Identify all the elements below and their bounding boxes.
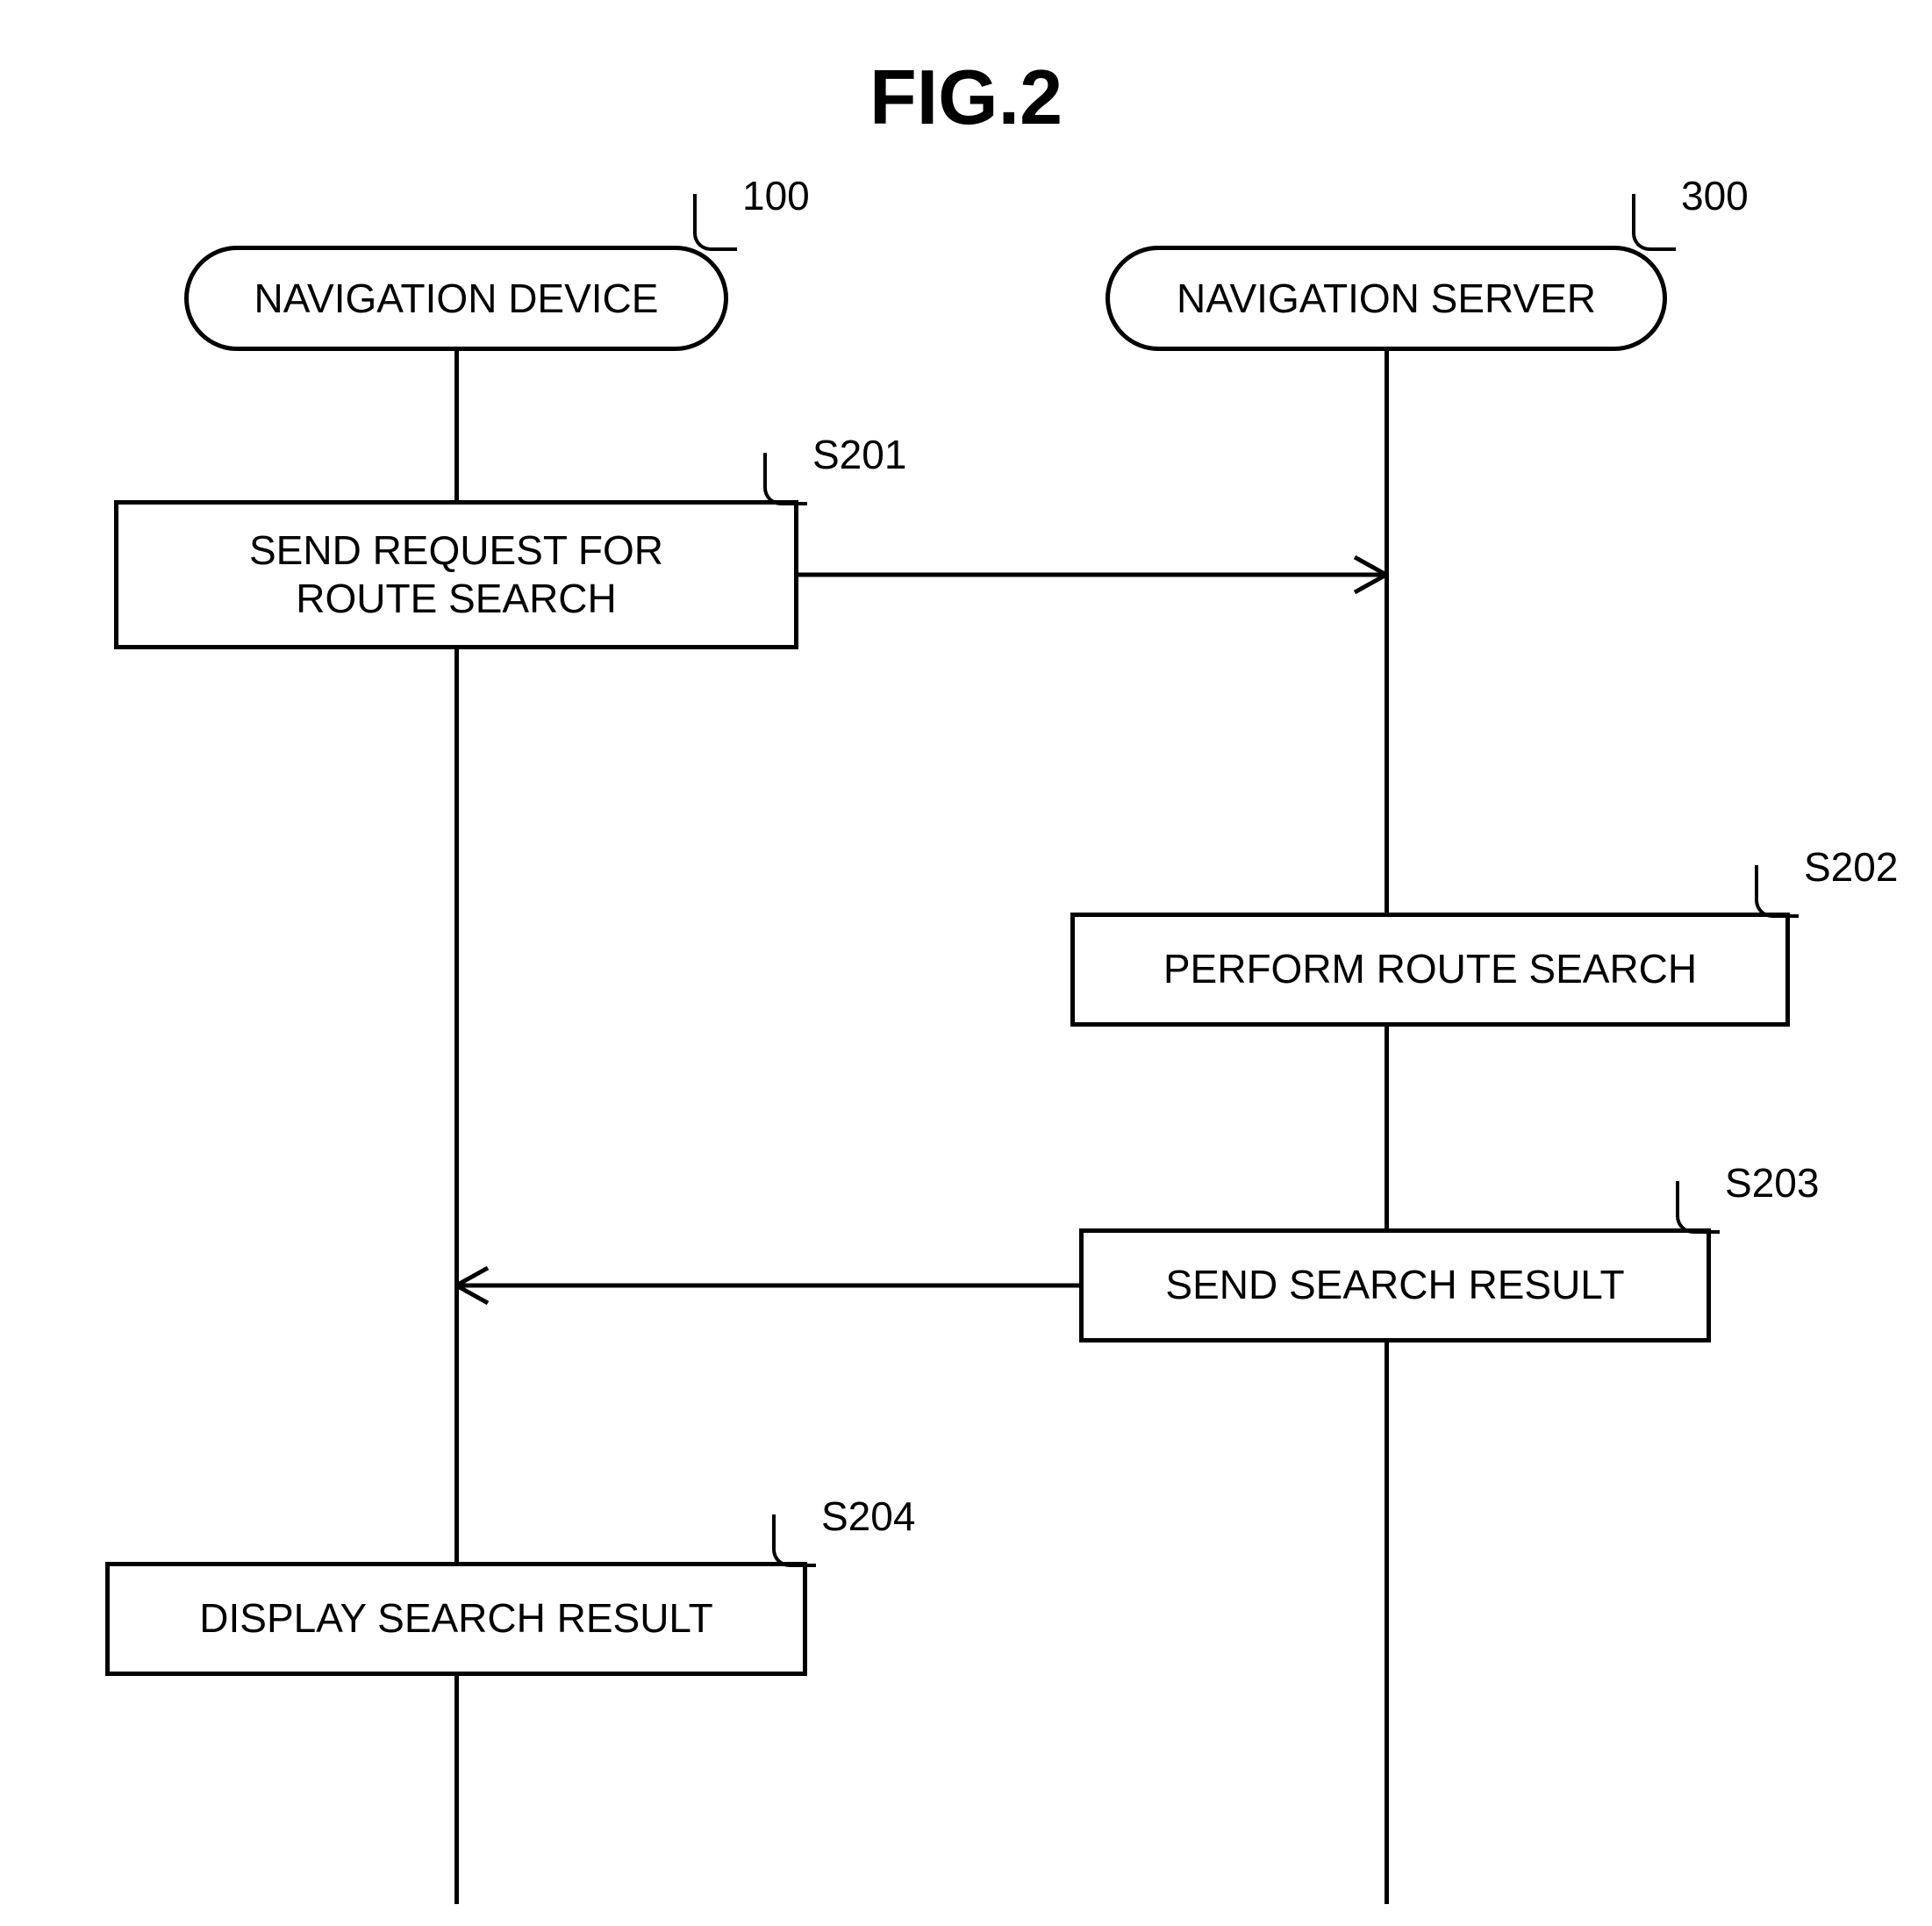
step-box-S202: PERFORM ROUTE SEARCH [1070,913,1790,1027]
step-box-S203: SEND SEARCH RESULT [1079,1228,1711,1342]
leader-S204 [772,1514,816,1567]
leader-S203 [1676,1181,1720,1234]
step-box-S201: SEND REQUEST FORROUTE SEARCH [114,500,798,649]
arrow-S201 [798,548,1386,601]
lane-header-device: NAVIGATION DEVICE [184,246,728,351]
sequence-diagram: FIG.2 NAVIGATION DEVICE 100 NAVIGATION SERV… [0,0,1932,1926]
leader-device [693,194,737,251]
leader-S202 [1755,865,1799,918]
arrow-S203 [456,1259,1079,1312]
step-box-S204: DISPLAY SEARCH RESULT [105,1562,807,1676]
figure-title: FIG.2 [0,53,1932,142]
lane-ref-server: 300 [1681,172,1749,219]
step-ref-S201: S201 [812,431,906,478]
lane-ref-device: 100 [742,172,810,219]
step-ref-S203: S203 [1725,1159,1819,1206]
leader-S201 [763,453,807,505]
lane-header-server: NAVIGATION SERVER [1106,246,1667,351]
leader-server [1632,194,1676,251]
step-ref-S202: S202 [1804,843,1898,891]
step-ref-S204: S204 [821,1493,915,1540]
